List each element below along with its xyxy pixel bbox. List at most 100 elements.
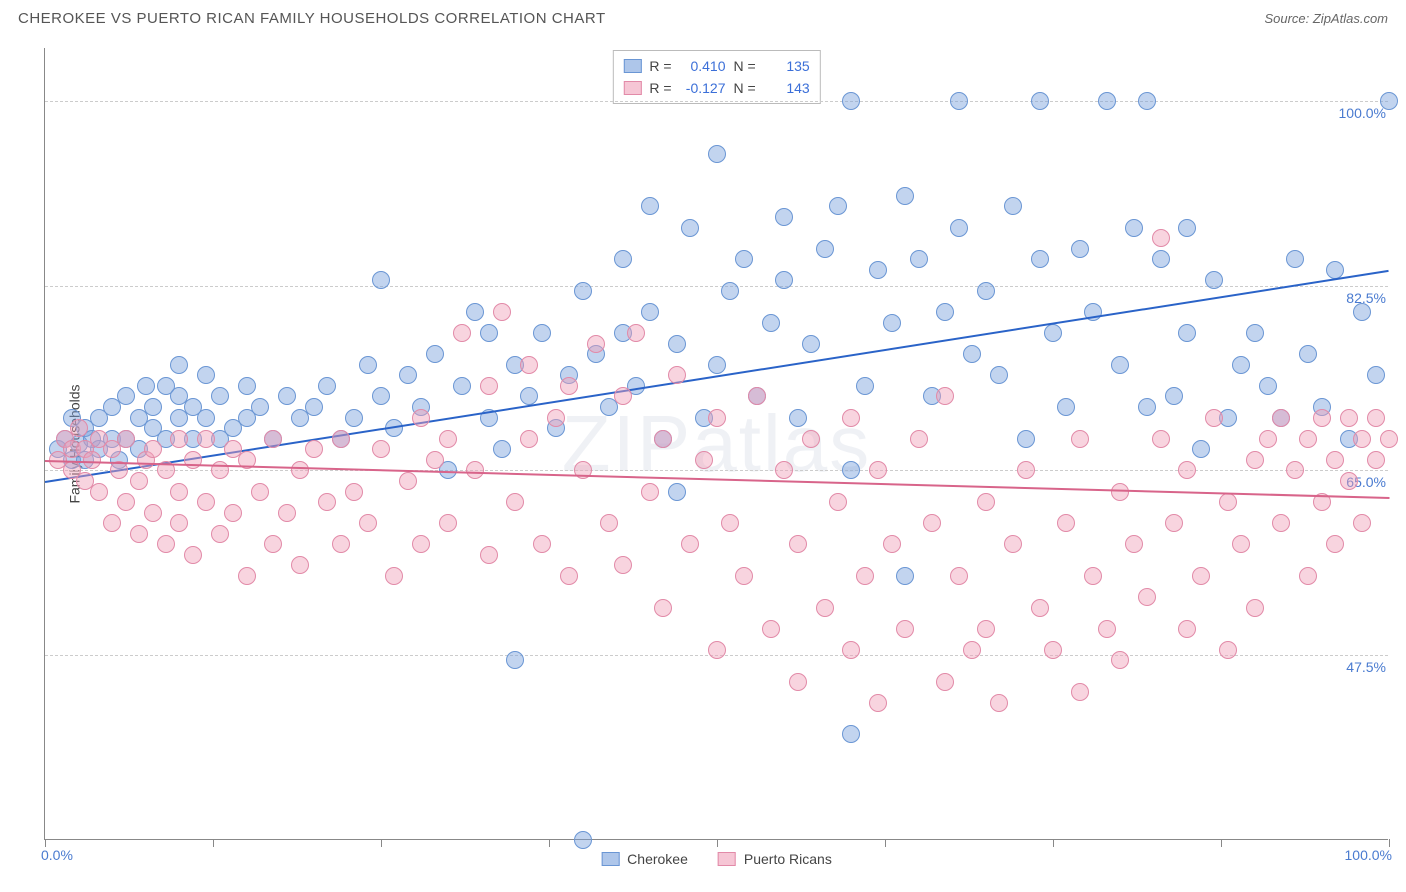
scatter-point — [372, 271, 390, 289]
scatter-point — [560, 567, 578, 585]
scatter-point — [1044, 641, 1062, 659]
scatter-point — [1111, 651, 1129, 669]
scatter-point — [1259, 430, 1277, 448]
chart-title: CHEROKEE VS PUERTO RICAN FAMILY HOUSEHOL… — [18, 10, 606, 27]
scatter-point — [305, 440, 323, 458]
scatter-point — [627, 324, 645, 342]
scatter-point — [412, 535, 430, 553]
scatter-point — [533, 535, 551, 553]
scatter-point — [1232, 535, 1250, 553]
stats-box: R = 0.410 N = 135 R = -0.127 N = 143 — [612, 50, 820, 104]
scatter-point — [1084, 567, 1102, 585]
scatter-point — [963, 345, 981, 363]
scatter-point — [170, 483, 188, 501]
scatter-point — [600, 514, 618, 532]
r-label: R = — [649, 55, 671, 77]
scatter-point — [681, 219, 699, 237]
scatter-point — [910, 250, 928, 268]
scatter-point — [144, 398, 162, 416]
scatter-point — [614, 556, 632, 574]
scatter-point — [466, 303, 484, 321]
scatter-point — [1071, 683, 1089, 701]
scatter-point — [708, 356, 726, 374]
scatter-point — [1192, 567, 1210, 585]
scatter-point — [1098, 620, 1116, 638]
scatter-point — [439, 430, 457, 448]
scatter-point — [291, 461, 309, 479]
scatter-point — [520, 387, 538, 405]
scatter-point — [1138, 92, 1156, 110]
scatter-point — [211, 525, 229, 543]
scatter-point — [1205, 271, 1223, 289]
scatter-point — [654, 430, 672, 448]
scatter-point — [1259, 377, 1277, 395]
scatter-point — [1326, 535, 1344, 553]
scatter-point — [789, 409, 807, 427]
scatter-point — [439, 514, 457, 532]
scatter-point — [1178, 620, 1196, 638]
scatter-point — [251, 483, 269, 501]
scatter-point — [1205, 409, 1223, 427]
scatter-point — [708, 145, 726, 163]
scatter-point — [1353, 430, 1371, 448]
scatter-point — [1326, 451, 1344, 469]
scatter-point — [614, 250, 632, 268]
scatter-chart: ZIPatlas Family Households R = 0.410 N =… — [44, 48, 1388, 840]
scatter-point — [896, 187, 914, 205]
scatter-point — [1138, 398, 1156, 416]
scatter-point — [775, 461, 793, 479]
scatter-point — [950, 92, 968, 110]
scatter-point — [453, 377, 471, 395]
scatter-point — [775, 208, 793, 226]
scatter-point — [1353, 514, 1371, 532]
x-axis-tick — [1053, 839, 1054, 847]
x-axis-tick — [549, 839, 550, 847]
scatter-point — [480, 324, 498, 342]
scatter-point — [466, 461, 484, 479]
scatter-point — [708, 641, 726, 659]
scatter-point — [883, 314, 901, 332]
scatter-point — [278, 504, 296, 522]
scatter-point — [1138, 588, 1156, 606]
scatter-point — [184, 546, 202, 564]
scatter-point — [1219, 493, 1237, 511]
scatter-point — [802, 335, 820, 353]
scatter-point — [1071, 240, 1089, 258]
scatter-point — [1232, 356, 1250, 374]
scatter-point — [735, 250, 753, 268]
scatter-point — [668, 335, 686, 353]
scatter-point — [1031, 599, 1049, 617]
scatter-point — [1165, 514, 1183, 532]
scatter-point — [1004, 535, 1022, 553]
scatter-point — [936, 673, 954, 691]
scatter-point — [426, 451, 444, 469]
scatter-point — [641, 197, 659, 215]
gridline — [45, 101, 1388, 102]
x-axis-tick — [717, 839, 718, 847]
scatter-point — [574, 831, 592, 849]
scatter-point — [1246, 451, 1264, 469]
scatter-point — [399, 472, 417, 490]
scatter-point — [1272, 514, 1290, 532]
scatter-point — [130, 472, 148, 490]
scatter-point — [735, 567, 753, 585]
scatter-point — [332, 430, 350, 448]
x-axis-tick — [381, 839, 382, 847]
y-axis-tick-label: 47.5% — [1342, 659, 1390, 675]
scatter-point — [775, 271, 793, 289]
scatter-point — [1031, 250, 1049, 268]
scatter-point — [264, 430, 282, 448]
scatter-point — [829, 197, 847, 215]
scatter-point — [721, 282, 739, 300]
scatter-point — [1152, 229, 1170, 247]
x-axis-tick — [1221, 839, 1222, 847]
chart-header: CHEROKEE VS PUERTO RICAN FAMILY HOUSEHOL… — [0, 0, 1406, 35]
scatter-point — [480, 377, 498, 395]
scatter-point — [1071, 430, 1089, 448]
scatter-point — [695, 451, 713, 469]
scatter-point — [1192, 440, 1210, 458]
scatter-point — [506, 493, 524, 511]
scatter-point — [869, 461, 887, 479]
scatter-point — [762, 620, 780, 638]
scatter-point — [990, 694, 1008, 712]
